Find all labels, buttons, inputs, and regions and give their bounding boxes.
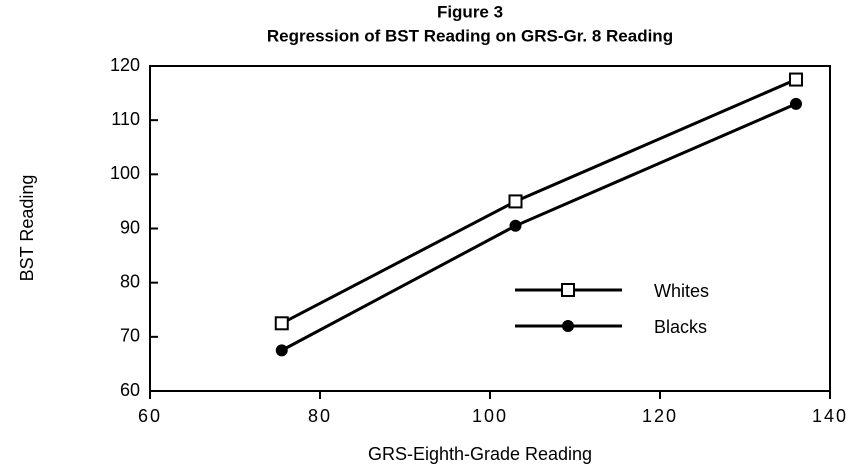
legend-label: Whites (654, 281, 709, 301)
y-tick-label: 120 (110, 55, 140, 75)
marker (789, 72, 803, 87)
y-tick-label: 70 (120, 326, 140, 346)
marker (274, 316, 289, 331)
marker (509, 219, 522, 232)
x-axis-label: GRS-Eighth-Grade Reading (368, 444, 592, 464)
chart-subtitle: Regression of BST Reading on GRS-Gr. 8 R… (267, 26, 673, 45)
x-tick-label: 100 (472, 406, 508, 426)
x-tick-label: 120 (642, 406, 678, 426)
y-tick-label: 90 (120, 217, 140, 237)
series-line (281, 78, 797, 325)
chart-title: Figure 3 (437, 2, 503, 21)
y-tick-label: 60 (120, 380, 140, 400)
marker (275, 344, 288, 357)
legend-label: Blacks (654, 317, 707, 337)
y-axis-label: BST Reading (17, 175, 37, 282)
x-tick-label: 80 (308, 406, 332, 426)
y-tick-label: 110 (111, 109, 140, 129)
marker (508, 194, 523, 209)
x-tick-label: 140 (812, 406, 848, 426)
marker (790, 97, 802, 110)
legend-marker (562, 320, 574, 332)
legend-marker (561, 283, 575, 297)
y-tick-label: 100 (110, 163, 140, 183)
x-tick-label: 60 (138, 406, 162, 426)
series-line (281, 102, 797, 352)
y-tick-label: 80 (120, 271, 140, 291)
plot-frame (149, 65, 831, 392)
